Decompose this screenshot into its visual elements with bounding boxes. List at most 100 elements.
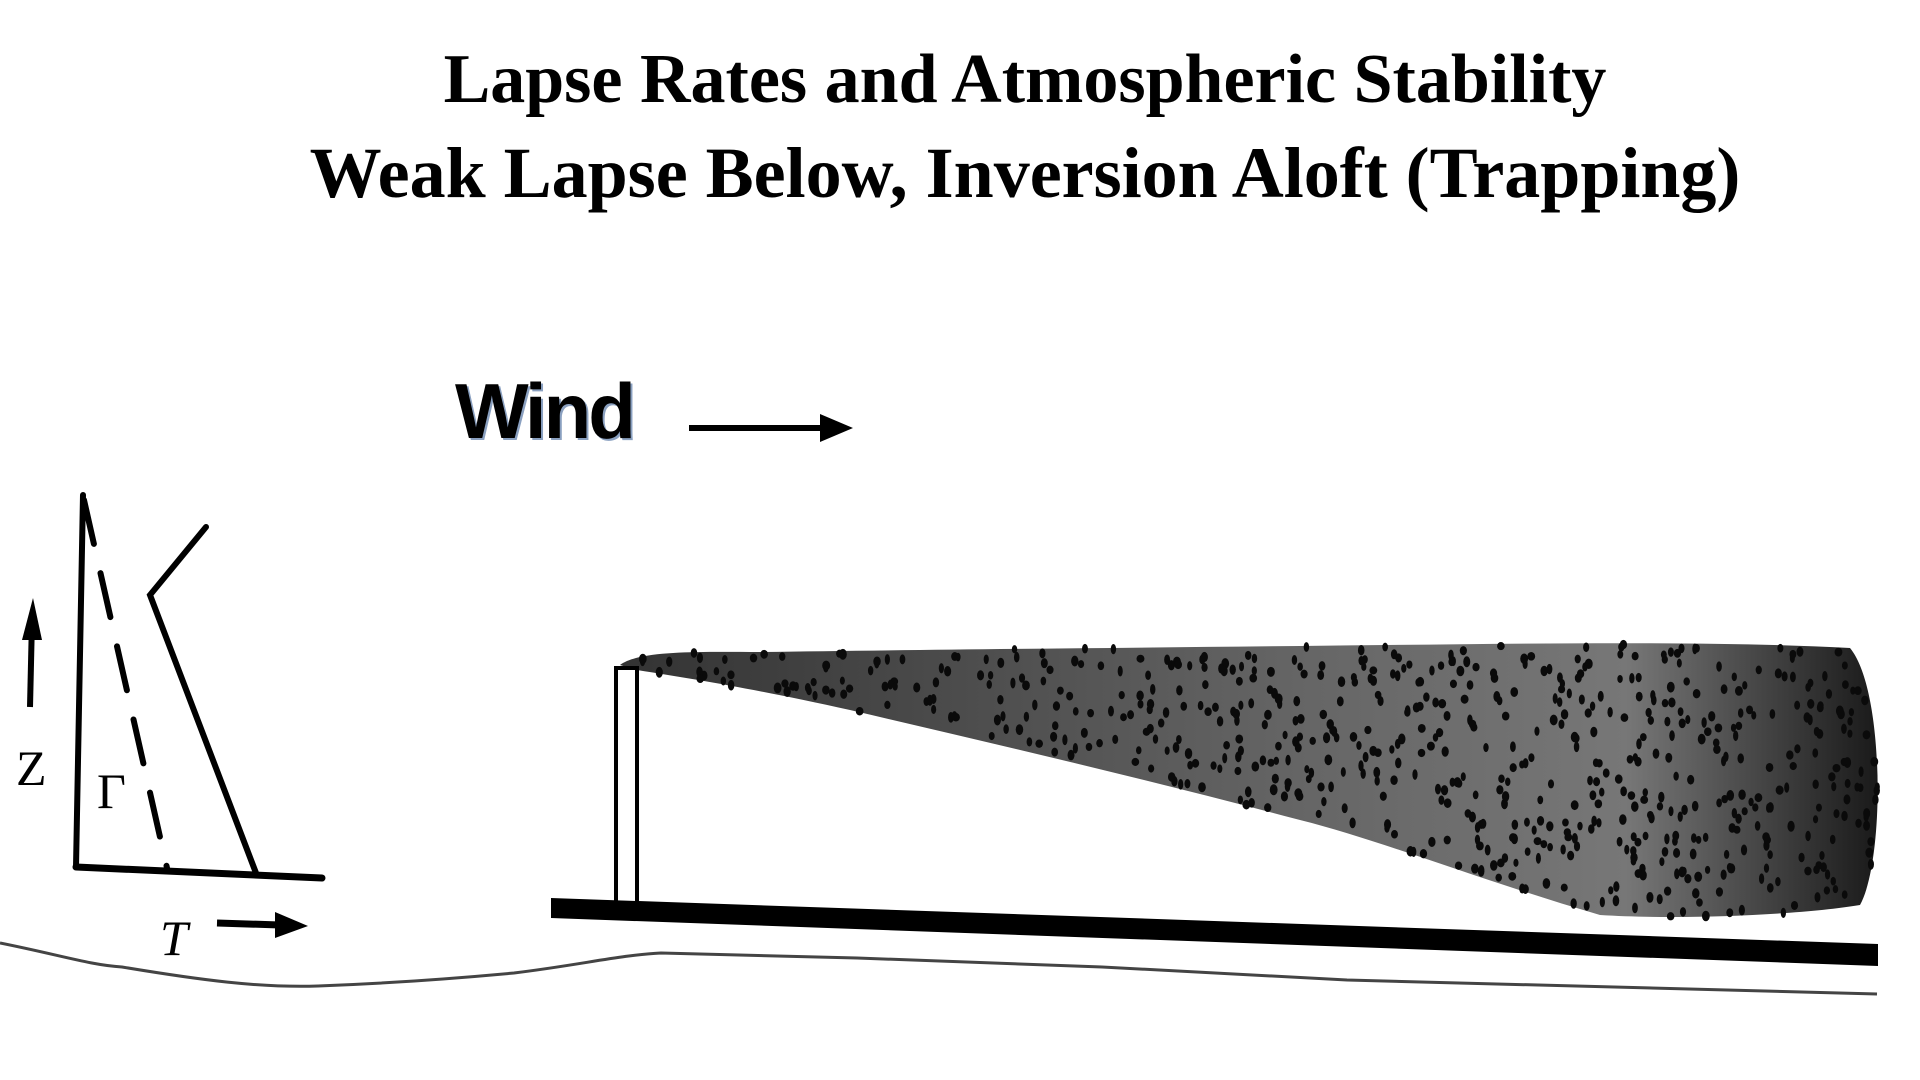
plume-particle <box>1766 883 1774 893</box>
plume-particle <box>1463 656 1471 668</box>
plume-particle <box>779 652 786 661</box>
plume-particle <box>1011 645 1018 654</box>
plume-particle <box>1216 716 1224 727</box>
plume-particle <box>1617 650 1624 659</box>
plume-particle <box>1317 670 1325 681</box>
plume-particle <box>1297 662 1303 671</box>
plume-particle <box>1645 707 1652 718</box>
plume-particle <box>1251 666 1257 676</box>
plume-particle <box>1796 646 1804 657</box>
plume-particle <box>1854 686 1862 696</box>
plume-particle <box>1271 773 1279 784</box>
plume-particle <box>1738 904 1745 916</box>
plume-particle <box>1072 707 1079 716</box>
plume-particle <box>1663 886 1672 896</box>
plume-particle <box>1077 660 1085 669</box>
plume-particle <box>1574 673 1582 683</box>
plume-particle <box>1383 819 1392 830</box>
plume-particle <box>1634 869 1643 878</box>
plume-particle <box>1336 696 1344 707</box>
plume-particle <box>1765 803 1772 813</box>
plume-particle <box>1594 799 1603 809</box>
plume-particle <box>1650 695 1657 706</box>
plume-particle <box>1584 708 1592 718</box>
plume-particle <box>1534 726 1540 736</box>
plume-particle <box>884 700 891 710</box>
plume-particle <box>1737 708 1744 718</box>
plume-particle <box>1780 907 1787 919</box>
plume-particle <box>696 652 703 664</box>
plume-particle <box>1784 782 1790 793</box>
plume-particle <box>1667 647 1674 657</box>
plume-particle <box>1805 682 1811 692</box>
plume-particle <box>1746 705 1754 715</box>
plume-particle <box>1819 851 1825 860</box>
plume-particle <box>1787 820 1795 832</box>
plume-particle <box>1583 642 1590 653</box>
plume-particle <box>1727 863 1736 874</box>
plume-particle <box>1337 676 1346 688</box>
plume-particle <box>1087 708 1095 718</box>
plume-particle <box>1661 699 1669 708</box>
plume-particle <box>1590 726 1598 738</box>
plume-particle <box>1867 858 1874 870</box>
plume-particle <box>1251 761 1260 772</box>
plume-particle <box>1614 774 1623 784</box>
plume-particle <box>1222 753 1228 764</box>
plume-particle <box>1681 804 1688 816</box>
plume-particle <box>1513 858 1519 867</box>
plume-particle <box>1559 679 1566 689</box>
plume-particle <box>1723 849 1730 859</box>
plume-particle <box>1364 725 1372 735</box>
plume-particle <box>1071 655 1079 667</box>
plume-particle <box>1244 786 1252 798</box>
plume-particle <box>1510 687 1519 698</box>
plume-particle <box>1015 724 1024 736</box>
plume-particle <box>1390 669 1396 679</box>
plume-particle <box>1112 734 1119 745</box>
plume-particle <box>1131 757 1140 766</box>
terrain-line <box>0 941 1878 996</box>
plume-particle <box>955 652 961 662</box>
plume-particle <box>1524 847 1531 856</box>
plume-particle <box>1715 887 1724 897</box>
plume-particle <box>1731 808 1738 819</box>
plume-particle <box>1673 648 1682 658</box>
plume-particle <box>1362 751 1369 763</box>
plume-particle <box>1217 764 1223 773</box>
plume-particle <box>1477 866 1485 877</box>
plume-particle <box>690 648 698 658</box>
z-label: Z <box>16 740 47 796</box>
plume-particle <box>1401 663 1407 673</box>
plume-particle <box>1050 731 1058 742</box>
plume-particle <box>1558 719 1565 730</box>
plume-particle <box>1631 651 1639 661</box>
plume-particle <box>1003 724 1009 735</box>
plume-particle <box>1187 661 1193 671</box>
plume-particle <box>1437 661 1445 670</box>
plume-particle <box>1738 789 1746 800</box>
plume-particle <box>1261 719 1268 730</box>
plume-particle <box>1394 670 1401 682</box>
plume-particle <box>1854 782 1860 792</box>
plume-particle <box>1865 847 1874 858</box>
plume-particle <box>1640 795 1649 804</box>
plume-particle <box>1162 707 1170 718</box>
plume-particle <box>1051 747 1059 757</box>
plume-particle <box>1563 828 1572 837</box>
plume-particle <box>1434 783 1441 795</box>
plume-particle <box>1673 771 1679 781</box>
plume-particle <box>1508 871 1517 881</box>
plume-particle <box>781 679 789 688</box>
plume-particle <box>1872 794 1879 806</box>
plume-particle <box>1495 873 1502 882</box>
plume-particle <box>1599 896 1605 908</box>
plume-particle <box>1862 730 1871 740</box>
plume-particle <box>1417 748 1426 758</box>
plume-particle <box>1180 701 1188 711</box>
plume-particle <box>1775 876 1781 887</box>
plume-particle <box>1379 791 1387 801</box>
z-up-arrow-icon <box>22 598 42 708</box>
plume-particle <box>1754 821 1761 831</box>
plume-particle <box>1382 642 1388 652</box>
